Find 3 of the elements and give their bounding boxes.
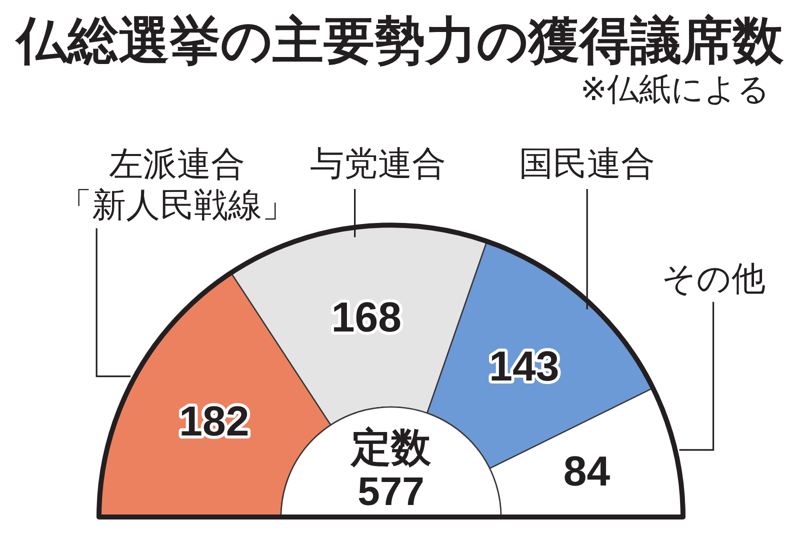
title: 仏総選挙の主要勢力の獲得議席数	[16, 12, 784, 69]
annotation: 定数 577	[351, 426, 431, 514]
subtitle: ※仏紙による	[580, 71, 770, 107]
